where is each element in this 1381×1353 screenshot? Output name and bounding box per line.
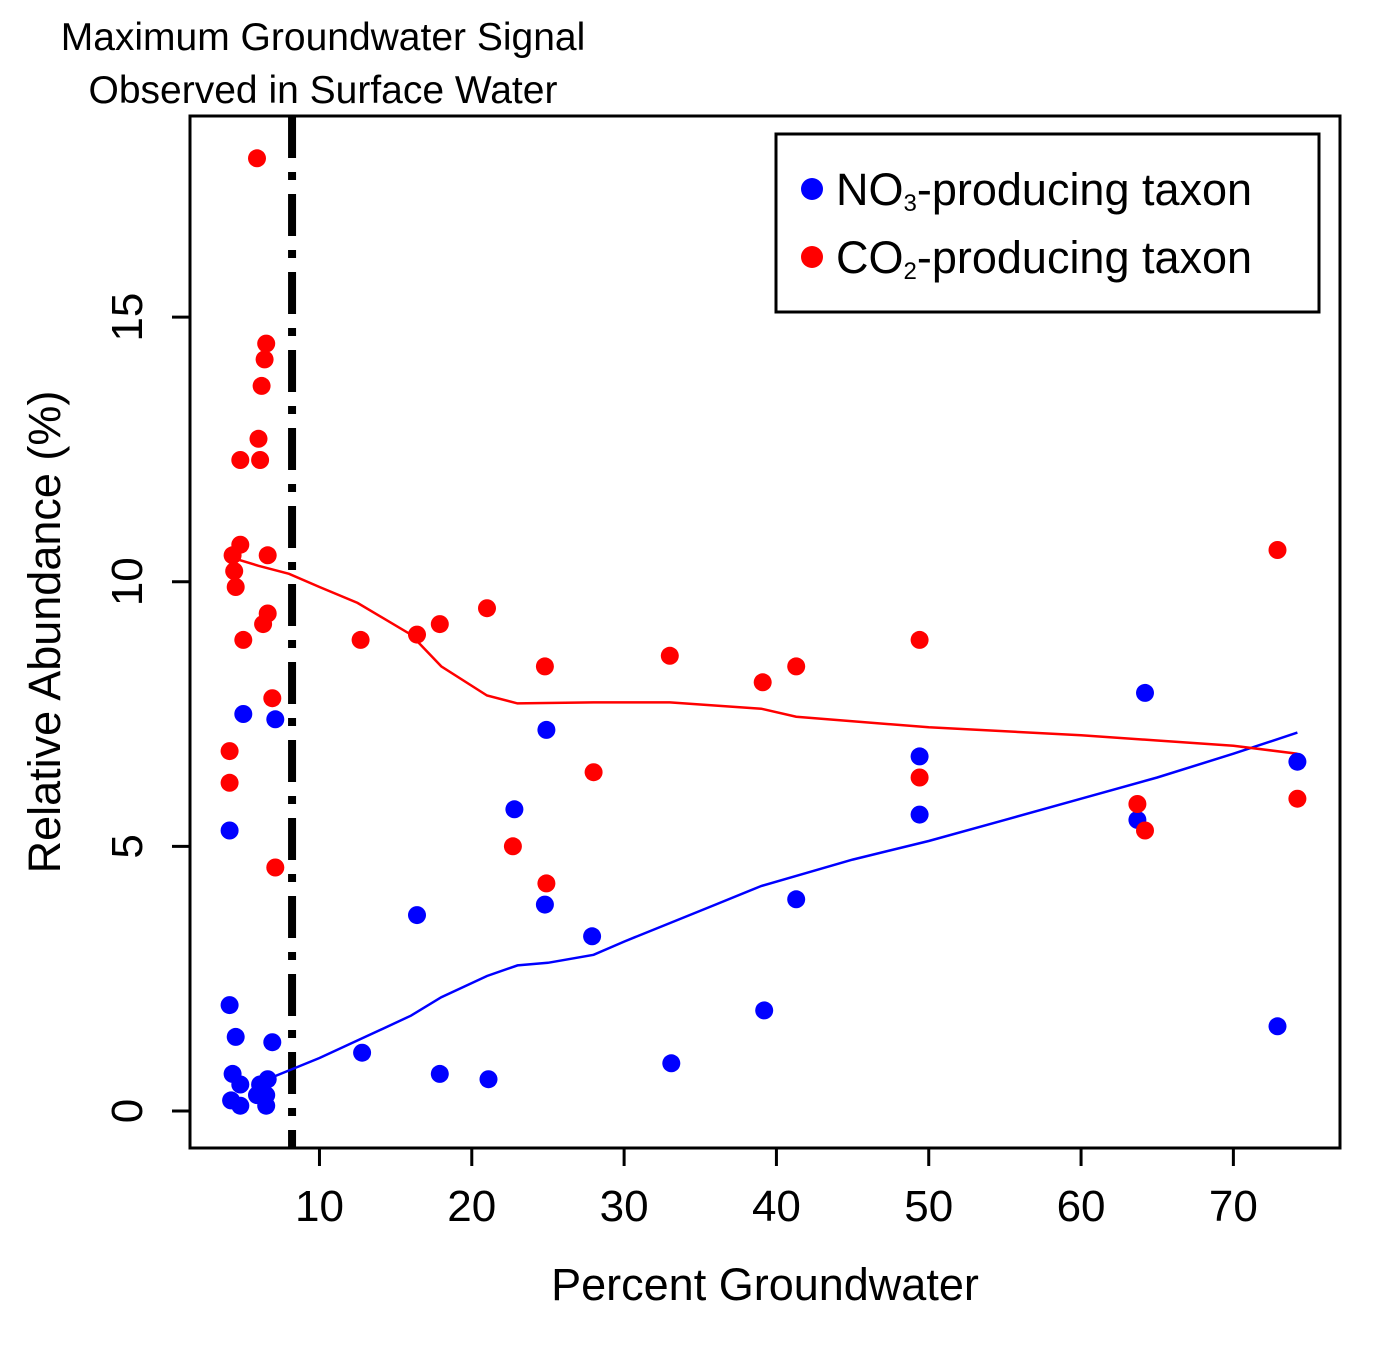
plot-frame [188, 114, 1342, 1150]
data-point [263, 1033, 282, 1052]
data-point [220, 773, 239, 792]
data-point [583, 927, 602, 946]
data-point [248, 149, 266, 168]
trend-lines [232, 556, 1298, 1078]
y-tick-label: 15 [103, 293, 152, 342]
y-tick-label: 5 [103, 834, 152, 858]
legend-label: NO3-producing taxon [836, 164, 1252, 217]
x-tick-label: 50 [904, 1182, 953, 1231]
data-point [408, 906, 426, 925]
data-point [1136, 821, 1154, 840]
x-tick-label: 10 [295, 1182, 344, 1231]
data-point [257, 334, 276, 353]
y-tick-label: 10 [103, 557, 152, 606]
data-point [226, 578, 245, 596]
data-point [251, 451, 270, 469]
x-tick-label: 20 [447, 1182, 496, 1231]
data-point [220, 996, 239, 1015]
data-point [225, 562, 244, 581]
data-point [220, 742, 239, 761]
data-point [430, 615, 449, 634]
x-tick-label: 70 [1209, 1182, 1258, 1231]
data-point [353, 1043, 372, 1062]
data-point [1288, 752, 1307, 771]
data-point [535, 657, 554, 676]
data-point [258, 546, 277, 565]
data-point [266, 710, 285, 729]
x-tick-label: 40 [752, 1182, 801, 1231]
data-point [1268, 1017, 1287, 1036]
data-point [1136, 683, 1154, 702]
data-point [351, 630, 370, 649]
data-point [535, 895, 554, 914]
data-point [662, 1054, 681, 1073]
legend: NO3-producing taxon CO2-producing taxon [774, 132, 1321, 314]
data-point [258, 1070, 277, 1089]
data-point [787, 657, 806, 676]
data-point [231, 1096, 250, 1115]
data-point [1128, 795, 1147, 813]
data-point [255, 350, 274, 369]
data-point [257, 1086, 276, 1105]
x-tick-label: 30 [600, 1182, 649, 1231]
y-tick-label: 0 [103, 1099, 152, 1123]
annotation: Maximum Groundwater Signal Observed in S… [61, 16, 586, 112]
data-point [660, 646, 679, 665]
data-point [234, 630, 253, 649]
legend-marker [801, 178, 823, 200]
trend-line [232, 556, 1298, 755]
data-point [231, 535, 250, 554]
data-point [910, 805, 929, 824]
legend-marker [801, 246, 823, 268]
data-point [479, 1070, 498, 1089]
data-point [249, 429, 268, 448]
data-point [234, 705, 253, 723]
data-point [478, 599, 496, 618]
annotation-line-1: Maximum Groundwater Signal [61, 16, 586, 59]
x-axis-title: Percent Groundwater [551, 1259, 979, 1310]
data-point [430, 1064, 449, 1083]
data-point [258, 604, 277, 623]
data-point [753, 673, 772, 692]
data-point [1288, 789, 1307, 808]
data-point [408, 625, 426, 644]
data-point [755, 1001, 774, 1020]
y-axis-title: Relative Abundance (%) [19, 391, 70, 874]
x-tick-label: 60 [1057, 1182, 1106, 1231]
trend-line [273, 731, 1298, 1078]
annotation-line-2: Observed in Surface Water [89, 69, 558, 112]
data-point [584, 763, 603, 782]
data-point [537, 720, 556, 739]
data-point [910, 747, 929, 766]
data-point [505, 800, 524, 819]
legend-box [774, 132, 1321, 314]
data-point [537, 874, 556, 893]
data-points [220, 149, 1307, 1115]
data-point [220, 821, 239, 840]
data-point [226, 1027, 245, 1046]
data-point [1268, 541, 1287, 559]
axes: 10 20 30 40 50 60 70 0 5 10 15 [103, 293, 1258, 1231]
data-point [231, 1075, 250, 1094]
data-point [787, 890, 806, 909]
data-point [252, 376, 271, 395]
data-point [503, 837, 522, 856]
data-point [263, 689, 282, 708]
data-point [266, 858, 285, 877]
legend-label: CO2-producing taxon [836, 232, 1252, 285]
data-point [910, 768, 929, 787]
data-point [231, 451, 250, 469]
data-point [910, 630, 929, 649]
